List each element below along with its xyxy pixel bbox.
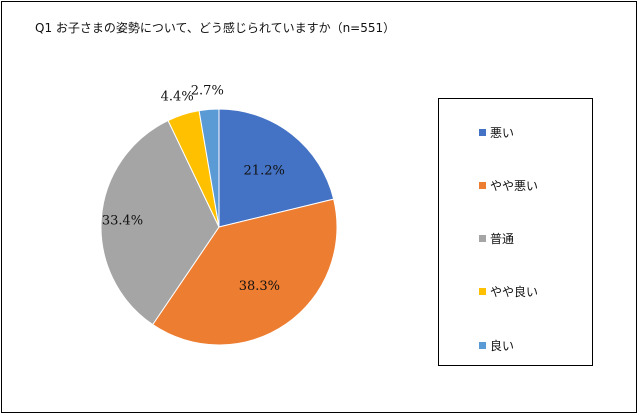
pie-slice-5 [198, 108, 220, 228]
chart-title: Q1 お子さまの姿勢について、どう感じられていますか（n=551） [35, 21, 396, 35]
legend-swatch-1 [479, 129, 486, 136]
legend-item-4: やや良い [479, 283, 538, 300]
pie-slice-1 [218, 108, 335, 228]
legend-label-4: やや良い [490, 285, 539, 299]
legend-label-1: 悪い [490, 126, 515, 140]
legend-swatch-3 [479, 235, 486, 242]
legend-swatch-5 [479, 342, 486, 349]
legend-item-1: 悪い [479, 124, 514, 141]
slice-value-label-1: 21.2% [244, 163, 285, 178]
legend-item-5: 良い [479, 337, 514, 354]
legend: 悪いやや悪い普通やや良い良い [438, 98, 593, 366]
pie-slice-3 [100, 119, 220, 326]
slice-value-label-3: 33.4% [102, 214, 143, 229]
slice-value-label-2: 38.3% [239, 279, 280, 294]
pie-slice-2 [151, 198, 338, 346]
slice-value-label-4: 4.4% [161, 89, 194, 104]
legend-swatch-4 [479, 288, 486, 295]
legend-label-5: 良い [490, 339, 515, 353]
slice-value-label-5: 2.7% [191, 83, 224, 98]
legend-swatch-2 [479, 182, 486, 189]
legend-label-2: やや悪い [490, 179, 539, 193]
legend-item-3: 普通 [479, 230, 514, 247]
legend-label-3: 普通 [490, 232, 515, 246]
legend-item-2: やや悪い [479, 177, 538, 194]
